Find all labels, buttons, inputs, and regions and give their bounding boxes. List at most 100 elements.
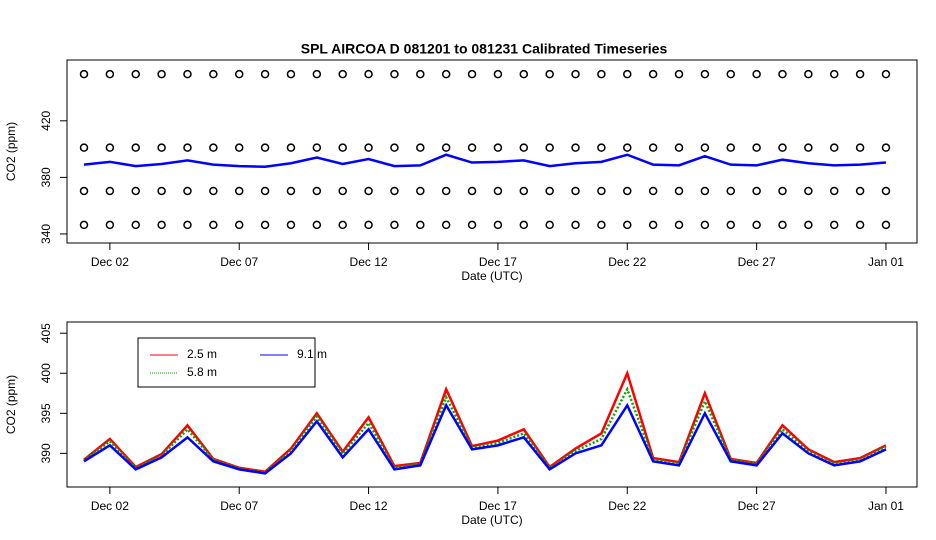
data-point: [648, 186, 658, 196]
data-point: [79, 220, 89, 230]
data-point: [623, 69, 632, 79]
data-point: [778, 186, 787, 196]
legend-label: 9.1 m: [297, 347, 327, 361]
y-tick-label: 395: [39, 403, 53, 423]
data-point: [597, 186, 606, 196]
data-point: [364, 143, 373, 152]
data-point: [467, 220, 477, 230]
x-tick-label: Dec 27: [738, 255, 776, 269]
plot-frame: [66, 321, 918, 488]
legend-box: [137, 337, 316, 388]
data-point: [571, 143, 580, 152]
data-point: [804, 69, 813, 79]
data-point: [441, 143, 451, 152]
data-point: [338, 220, 347, 230]
data-point: [234, 69, 244, 79]
data-point: [441, 186, 451, 196]
data-point: [467, 69, 477, 79]
x-tick-label: Dec 17: [479, 255, 517, 269]
data-point: [338, 143, 347, 152]
data-point: [855, 69, 865, 79]
data-point: [726, 69, 735, 79]
data-point: [597, 220, 606, 230]
x-tick-label: Dec 27: [738, 499, 776, 513]
data-point: [416, 186, 425, 196]
data-point: [571, 69, 580, 79]
data-point: [778, 69, 787, 79]
data-point: [467, 143, 477, 152]
data-point: [416, 69, 425, 79]
data-point: [493, 143, 503, 152]
data-point: [286, 69, 296, 79]
data-point: [260, 69, 270, 79]
data-line: [83, 369, 887, 474]
data-point: [209, 69, 218, 79]
x-axis-label: Date (UTC): [461, 513, 522, 527]
data-point: [648, 69, 658, 79]
x-tick-label: Dec 07: [220, 499, 258, 513]
data-line: [83, 402, 887, 475]
data-point: [105, 69, 115, 79]
data-point: [571, 186, 580, 196]
data-point: [209, 186, 218, 196]
data-point: [390, 69, 399, 79]
data-point: [623, 186, 632, 196]
data-point: [183, 220, 192, 230]
data-point: [881, 186, 891, 196]
data-point: [519, 186, 529, 196]
data-point: [674, 186, 684, 196]
data-point: [829, 220, 839, 230]
data-point: [726, 220, 735, 230]
x-tick-label: Dec 22: [608, 499, 646, 513]
data-point: [493, 186, 503, 196]
y-tick-label: 340: [39, 224, 53, 244]
data-point: [726, 143, 735, 152]
chart-title: SPL AIRCOA D 081201 to 081231 Calibrated…: [301, 41, 668, 57]
data-point: [416, 220, 425, 230]
data-point: [209, 143, 218, 152]
data-point: [752, 186, 761, 196]
data-point: [545, 220, 554, 230]
data-point: [312, 186, 322, 196]
data-point: [79, 186, 89, 196]
x-tick-label: Dec 02: [91, 255, 129, 269]
data-point: [493, 69, 503, 79]
data-point: [855, 186, 865, 196]
data-point: [183, 143, 192, 152]
data-point: [312, 143, 322, 152]
data-point: [881, 220, 891, 230]
data-point: [157, 220, 166, 230]
data-point: [519, 69, 529, 79]
data-point: [829, 186, 839, 196]
data-point: [105, 220, 115, 230]
data-point: [183, 186, 192, 196]
data-point: [674, 143, 684, 152]
data-point: [778, 220, 787, 230]
y-axis-label: CO2 (ppm): [4, 375, 18, 434]
data-point: [778, 143, 787, 152]
x-tick-label: Dec 17: [479, 499, 517, 513]
data-point: [855, 143, 865, 152]
legend-label: 5.8 m: [187, 365, 217, 379]
data-point: [209, 220, 218, 230]
x-tick-label: Dec 22: [608, 255, 646, 269]
data-point: [519, 143, 529, 152]
data-point: [881, 143, 891, 152]
data-point: [674, 69, 684, 79]
data-point: [467, 186, 477, 196]
data-point: [157, 69, 166, 79]
data-point: [700, 143, 710, 152]
data-line: [83, 386, 887, 474]
data-point: [829, 143, 839, 152]
data-point: [157, 143, 166, 152]
data-point: [700, 220, 710, 230]
data-point: [700, 69, 710, 79]
data-point: [519, 220, 529, 230]
x-tick-label: Jan 01: [868, 255, 904, 269]
data-point: [390, 143, 399, 152]
data-point: [416, 143, 425, 152]
data-point: [131, 143, 140, 152]
data-point: [131, 69, 140, 79]
data-point: [234, 220, 244, 230]
